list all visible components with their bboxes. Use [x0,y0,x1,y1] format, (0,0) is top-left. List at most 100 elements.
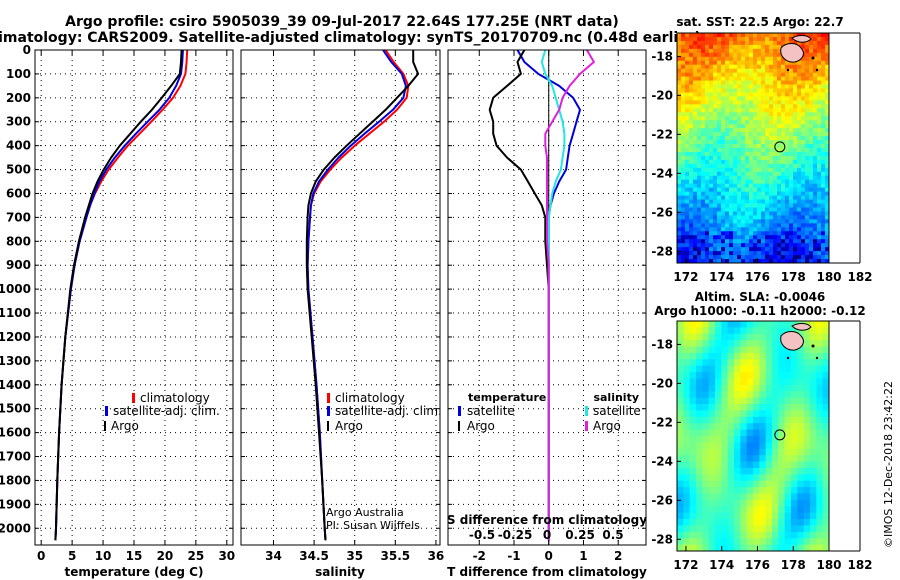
map-cell [677,442,684,450]
map-cell [677,76,682,81]
map-cell [746,436,754,443]
map-cell [765,64,770,70]
depth-tick-label: 1200 [0,330,31,344]
map-cell [681,48,686,54]
map-cell [729,140,734,145]
map-cell [717,108,722,113]
map-cell [759,474,767,482]
map-cell [805,259,810,263]
map-cell [817,108,822,113]
map-cell [683,544,691,551]
map-cell [813,251,818,256]
map-cell [683,378,691,386]
map-cell [822,340,829,347]
map-cell [789,203,794,208]
map-cell [741,132,746,137]
map-cell [693,159,698,165]
map-cell [685,183,690,189]
map-cell [825,128,829,133]
map-cell [772,365,779,373]
map-cell [761,40,766,46]
map-cell [817,259,822,263]
map-cell [765,531,773,539]
map-cell [677,448,684,456]
map-cell [803,429,811,437]
map-cell [705,144,710,149]
map-cell [721,525,729,533]
map-cell [803,474,811,482]
map-cell [793,199,798,204]
map-cell [713,179,718,185]
map-cell [765,429,773,437]
map-cell [708,436,716,443]
map-cell [681,72,686,78]
x-tick-label: 0 [545,549,553,563]
map-cell [817,215,822,220]
map-cell [810,544,817,551]
map-cell [797,219,802,224]
map-cell [797,171,802,177]
map-cell [813,247,818,252]
map-cell [701,215,706,220]
difference-panel: -2 -1 0 1 2 T difference from climatology te… [447,49,647,579]
map-cell [677,64,682,70]
map-cell [816,391,824,399]
map-cell [765,506,773,514]
map-cell [702,525,710,533]
map-cell [785,203,790,208]
map-cell [681,167,686,173]
legend-argo-label: Argo [335,419,363,433]
map-lon-label: 172 [673,558,698,572]
map-cell [693,116,698,121]
map-cell [745,116,750,121]
map-cell [793,219,798,224]
map-cell [685,44,690,50]
map-cell [701,167,706,173]
map-cell [797,391,805,399]
map-cell [741,243,746,248]
map-cell [701,140,706,145]
map-cell [749,96,754,101]
map-cell [797,124,802,129]
map-cell [772,538,779,546]
map-cell [683,487,691,494]
map-cell [717,259,722,263]
map-cell [797,461,805,469]
map-cell [773,199,778,204]
map-cell [765,60,770,66]
map-cell [693,187,698,193]
map-cell [693,191,698,196]
map-cell [784,384,792,392]
map-cell [677,187,682,193]
map-cell [715,423,722,431]
map-cell [769,187,774,193]
map-cell [809,116,814,121]
map-cell [801,195,806,200]
map-cell [781,227,786,232]
map-cell [693,167,698,173]
map-cell [825,207,829,212]
map-cell [781,64,786,70]
map-cell [697,219,702,224]
map-cell [733,227,738,232]
map-cell [681,259,686,263]
map-cell [696,538,703,546]
map-cell [709,163,714,169]
map-cell [778,397,786,405]
map-cell [797,372,805,379]
map-cell [781,151,786,157]
map-cell [696,372,703,379]
map-cell [761,243,766,248]
map-cell [705,159,710,165]
map-cell [769,104,774,109]
map-cell [801,56,806,62]
map-cell [769,167,774,173]
map-cell [816,519,824,526]
map-cell [741,227,746,232]
map-cell [817,191,822,196]
map-cell [753,92,758,97]
map-cell [721,171,726,177]
map-cell [773,183,778,189]
temperature-lines [54,50,189,541]
map-cell [801,68,806,74]
